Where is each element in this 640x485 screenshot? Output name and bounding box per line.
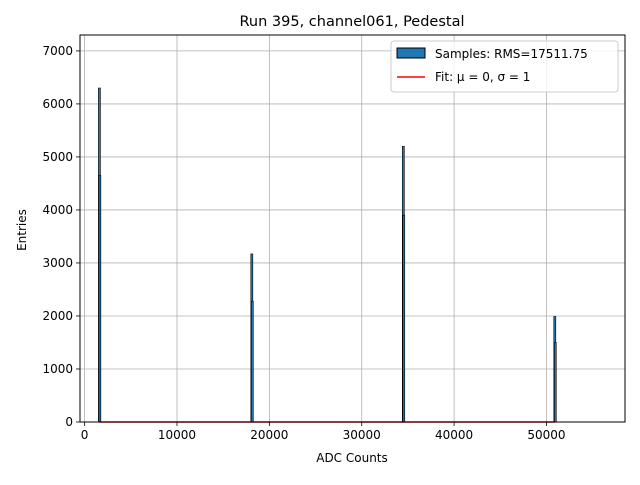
x-tick-label: 50000 (527, 428, 565, 442)
histogram-bar (553, 342, 557, 423)
y-axis-ticks: 0 1000 2000 3000 4000 5000 6000 7000 (42, 44, 80, 429)
legend-swatch-samples (396, 47, 426, 59)
histogram-bar (98, 175, 102, 423)
y-axis-label: Entries (15, 209, 29, 251)
x-tick-label: 10000 (158, 428, 196, 442)
legend: Samples: RMS=17511.75 Fit: μ = 0, σ = 1 (390, 40, 619, 93)
y-tick-label: 0 (65, 415, 73, 429)
x-axis-ticks: 0 10000 20000 30000 40000 50000 (81, 422, 566, 442)
legend-label-samples: Samples: RMS=17511.75 (435, 47, 588, 61)
y-tick-label: 7000 (42, 44, 73, 58)
y-tick-label: 1000 (42, 362, 73, 376)
x-axis-label: ADC Counts (316, 451, 388, 465)
histogram-bars (98, 87, 557, 423)
plot-frame (79, 34, 626, 423)
x-tick-label: 0 (81, 428, 89, 442)
y-tick-label: 6000 (42, 97, 73, 111)
histogram-bar (250, 300, 254, 423)
histogram-bar (402, 214, 406, 423)
x-tick-label: 20000 (250, 428, 288, 442)
x-tick-label: 40000 (435, 428, 473, 442)
legend-label-fit: Fit: μ = 0, σ = 1 (435, 70, 530, 84)
y-tick-label: 5000 (42, 150, 73, 164)
chart-title: Run 395, channel061, Pedestal (239, 14, 464, 30)
y-tick-label: 2000 (42, 309, 73, 323)
y-tick-label: 4000 (42, 203, 73, 217)
x-tick-label: 30000 (343, 428, 381, 442)
y-tick-label: 3000 (42, 256, 73, 270)
grid-lines (80, 35, 625, 423)
legend-box (390, 40, 619, 93)
